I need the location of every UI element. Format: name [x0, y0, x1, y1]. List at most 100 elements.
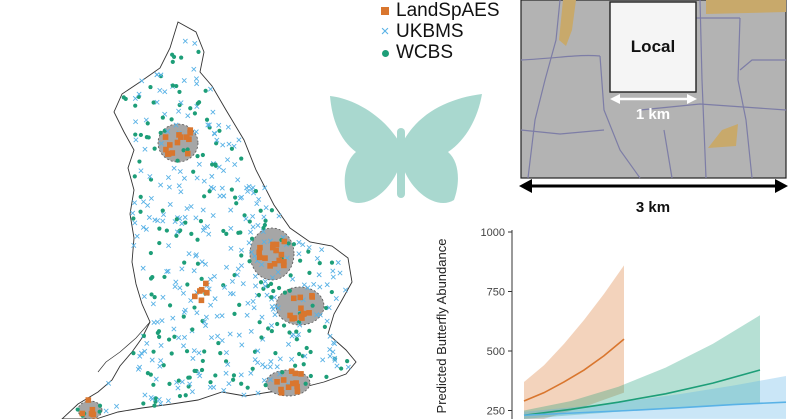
wcbs-site-marker	[303, 381, 308, 386]
ukbms-site-marker	[324, 282, 330, 288]
ukbms-site-marker	[250, 185, 256, 191]
ukbms-site-marker	[345, 364, 351, 370]
ukbms-site-marker	[184, 205, 190, 211]
ukbms-site-marker	[227, 331, 233, 337]
landspaes-site-marker	[167, 142, 173, 148]
wcbs-site-marker	[182, 260, 187, 265]
landspaes-site-marker	[294, 383, 300, 390]
ukbms-site-marker	[196, 161, 202, 167]
ukbms-site-marker	[335, 260, 341, 266]
landspaes-site-marker	[273, 241, 280, 248]
wcbs-site-marker	[174, 233, 179, 238]
ukbms-site-marker	[212, 131, 218, 137]
wcbs-site-marker	[258, 280, 264, 285]
ukbms-site-marker	[240, 281, 246, 287]
wcbs-site-marker	[200, 318, 205, 324]
ukbms-site-marker	[235, 177, 241, 183]
wcbs-site-marker	[152, 146, 157, 151]
landspaes-site-marker	[165, 151, 171, 157]
ukbms-site-marker	[174, 229, 180, 235]
landspaes-site-marker	[257, 244, 263, 251]
landspaes-site-marker	[178, 134, 184, 140]
ukbms-site-marker	[154, 72, 160, 78]
wcbs-site-marker	[249, 236, 255, 241]
ukbms-site-marker	[311, 281, 317, 287]
landspaes-site-marker	[299, 315, 305, 321]
field-patch-left	[559, 0, 576, 46]
ukbms-site-marker	[211, 273, 217, 279]
ukbms-site-marker	[214, 137, 220, 143]
ukbms-site-marker	[254, 201, 260, 207]
ukbms-site-marker	[153, 376, 159, 382]
landspaes-site-marker	[271, 261, 278, 267]
wcbs-site-marker	[306, 249, 311, 254]
confidence-band-wcbs	[524, 315, 760, 419]
legend-item-wcbs: WCBS	[376, 42, 516, 63]
landspaes-site-marker	[281, 238, 288, 245]
ukbms-site-marker	[180, 290, 186, 296]
ukbms-site-marker	[203, 323, 209, 329]
legend-label: LandSpAES	[396, 0, 500, 21]
ukbms-site-marker	[179, 379, 185, 385]
landspaes-site-marker	[288, 368, 295, 375]
ukbms-site-marker	[241, 392, 247, 398]
wcbs-site-marker	[203, 88, 208, 93]
ukbms-site-marker	[133, 119, 139, 125]
ukbms-site-marker	[138, 350, 144, 356]
landspaes-site-marker	[169, 150, 176, 156]
wcbs-site-marker	[229, 146, 235, 151]
wcbs-site-marker	[166, 337, 172, 342]
y-axis-label: Predicted Butterfly Abundance	[434, 239, 449, 414]
wcbs-site-marker	[233, 195, 238, 200]
wcbs-site-marker	[221, 228, 226, 234]
ukbms-site-marker	[262, 278, 268, 285]
ukbms-site-marker	[147, 173, 153, 179]
wcbs-site-marker	[164, 228, 169, 233]
landspaes-site-marker	[298, 371, 304, 377]
ukbms-site-marker	[188, 204, 194, 210]
ukbms-site-marker	[248, 370, 254, 376]
ukbms-site-marker	[135, 366, 141, 372]
ukbms-site-marker	[149, 396, 155, 402]
field-patch-top	[706, 0, 786, 14]
wcbs-site-marker	[247, 259, 252, 264]
ukbms-site-marker	[225, 124, 231, 130]
wcbs-site-marker	[258, 208, 263, 213]
ukbms-site-marker	[275, 269, 281, 275]
legend-label: UKBMS	[396, 20, 464, 42]
wcbs-site-marker	[259, 335, 264, 340]
ukbms-site-marker	[244, 185, 250, 191]
square-marker-icon	[376, 3, 394, 18]
landspaes-site-marker	[90, 411, 97, 418]
wcbs-site-marker	[286, 241, 291, 246]
wcbs-site-marker	[198, 219, 204, 224]
ukbms-site-marker	[158, 72, 164, 78]
ukbms-site-marker	[301, 282, 307, 288]
wcbs-site-marker	[170, 52, 175, 57]
wcbs-site-marker	[288, 273, 293, 278]
ukbms-site-marker	[154, 319, 160, 325]
ukbms-site-marker	[261, 239, 267, 245]
ukbms-site-marker	[191, 348, 197, 354]
wcbs-site-marker	[294, 329, 299, 334]
ukbms-site-marker	[142, 146, 148, 152]
ukbms-site-marker	[162, 89, 168, 95]
ukbms-site-marker	[255, 360, 261, 366]
ukbms-site-marker	[337, 270, 343, 276]
field-patch-bottom	[708, 124, 738, 148]
ukbms-site-marker	[206, 122, 212, 128]
ukbms-site-marker	[238, 263, 244, 269]
ukbms-site-marker	[334, 363, 340, 369]
ukbms-site-marker	[192, 40, 198, 46]
legend-item-ukbms: × UKBMS	[376, 21, 516, 42]
ukbms-site-marker	[296, 251, 302, 257]
wcbs-site-marker	[158, 130, 163, 135]
ukbms-site-marker	[132, 200, 138, 206]
ukbms-site-marker	[208, 86, 214, 92]
wcbs-site-marker	[202, 194, 207, 199]
landspaes-site-marker	[89, 406, 96, 413]
ukbms-site-marker	[160, 218, 166, 224]
wcbs-site-marker	[308, 373, 313, 379]
ukbms-site-marker	[140, 199, 147, 205]
